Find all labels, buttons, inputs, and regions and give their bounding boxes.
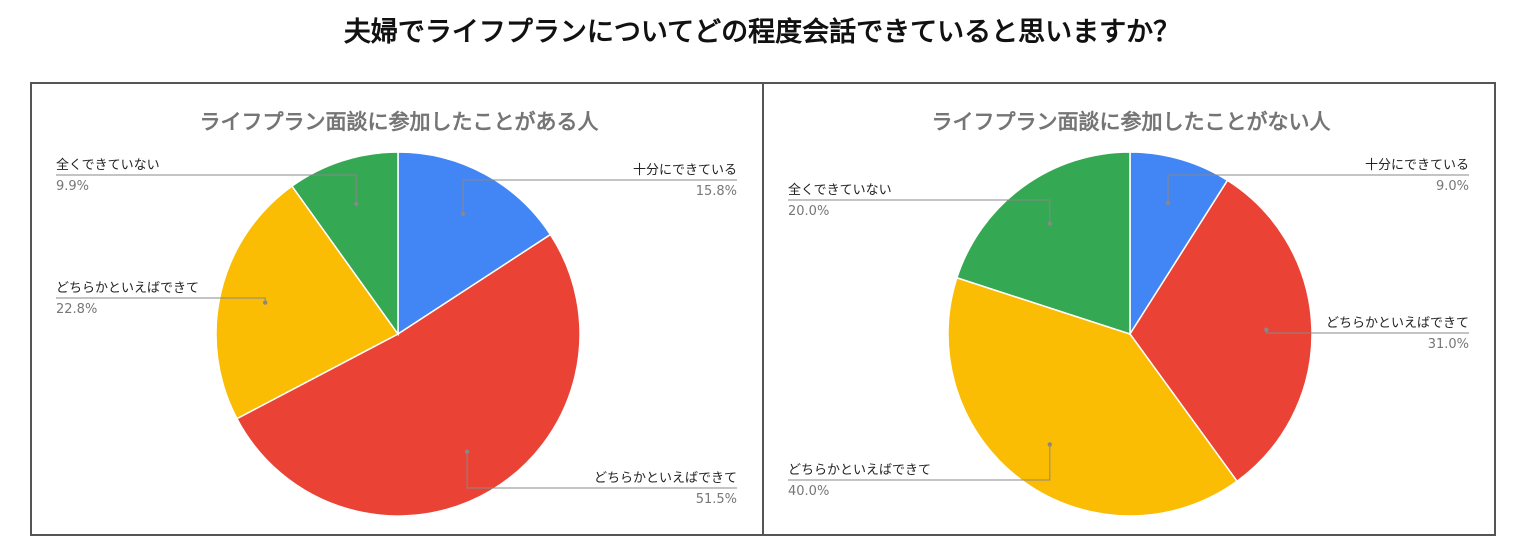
- leader-line: [1167, 174, 1469, 203]
- slice-value-fully-able: 15.8%: [696, 184, 737, 199]
- pie-slice-fully-able: [1129, 151, 1229, 337]
- slice-value-not-at-all: 9.9%: [56, 179, 89, 194]
- slice-label-somewhat-able-2: どちらかといえばできて: [788, 463, 931, 478]
- pie-slice-fully-able: [397, 151, 552, 336]
- chart-title: ライフプラン面談に参加したことがない人: [932, 110, 1331, 134]
- slice-label-not-at-all: 全くできていない: [788, 182, 892, 198]
- page-title: 夫婦でライフプランについてどの程度会話できていると思いますか？: [343, 17, 1181, 48]
- pie-slice-not-at-all: [955, 151, 1131, 336]
- slice-value-somewhat-able-2: 40.0%: [788, 484, 829, 499]
- chart-panel-not-participated: ライフプラン面談に参加したことがない人 十分にできている 9.0% どちらかといえば…: [762, 82, 1496, 536]
- leader-line: [462, 179, 737, 214]
- slice-label-fully-able: 十分にできている: [1365, 158, 1469, 173]
- pie-chart-not-participated: ライフプラン面談に参加したことがない人 十分にできている 9.0% どちらかといえば…: [788, 110, 1469, 517]
- slice-value-not-at-all: 20.0%: [788, 204, 829, 219]
- slice-label-not-at-all: 全くできていない: [56, 157, 160, 173]
- slice-label-somewhat-able: どちらかといえばできて: [1326, 316, 1469, 331]
- pie-slice-somewhat-able-2: [215, 185, 400, 420]
- slice-value-fully-able: 9.0%: [1436, 179, 1469, 194]
- chart-title: ライフプラン面談に参加したことがある人: [200, 110, 599, 134]
- pie-slice-somewhat-able: [235, 233, 581, 517]
- leader-line: [56, 297, 266, 303]
- leader-dot: [1165, 200, 1171, 206]
- leader-line: [56, 174, 357, 204]
- slice-value-somewhat-able: 31.0%: [1428, 337, 1469, 352]
- chart-panel-participated: ライフプラン面談に参加したことがある人 十分にできている 15.8% どちらかといえ…: [30, 82, 764, 536]
- leader-line: [1265, 329, 1469, 334]
- leader-line: [466, 451, 737, 489]
- pie-chart-participated: ライフプラン面談に参加したことがある人 十分にできている 15.8% どちらかといえ…: [56, 110, 737, 517]
- leader-line: [788, 199, 1051, 224]
- slice-label-somewhat-able-2: どちらかといえばできて: [56, 281, 199, 296]
- leader-line: [788, 444, 1051, 481]
- leader-dot: [354, 201, 359, 207]
- slice-value-somewhat-able: 51.5%: [696, 492, 737, 507]
- leader-dot: [1047, 442, 1052, 447]
- slice-value-somewhat-able-2: 22.8%: [56, 302, 97, 317]
- pie-slice-not-at-all: [290, 151, 399, 337]
- slice-label-somewhat-able: どちらかといえばできて: [594, 471, 737, 486]
- pie-slice-somewhat-able: [1129, 179, 1313, 483]
- pie-slice-somewhat-able-2: [947, 276, 1239, 517]
- slice-label-fully-able: 十分にできている: [633, 163, 737, 178]
